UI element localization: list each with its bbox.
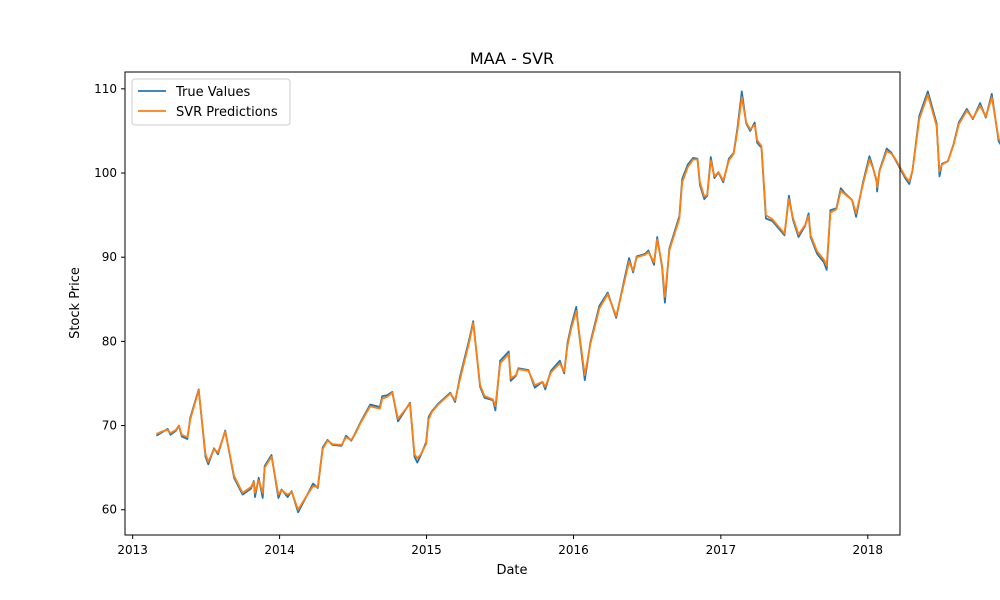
plot-area: [124, 71, 901, 536]
y-axis: 60 70 80 90 100 110: [94, 82, 125, 517]
legend-box: [131, 78, 291, 126]
y-tick-label: 70: [102, 419, 117, 433]
x-tick-label: 2016: [558, 543, 589, 557]
x-tick-label: 2014: [264, 543, 295, 557]
legend: True Values SVR Predictions: [131, 78, 291, 126]
legend-label-true-values: True Values: [175, 85, 250, 100]
series-layer: [155, 90, 1000, 514]
y-tick-label: 100: [94, 166, 117, 180]
y-tick-label: 110: [94, 82, 117, 96]
series-line-svr-predictions: [156, 93, 1000, 511]
x-tick-label: 2018: [853, 543, 884, 557]
x-axis-label: Date: [496, 563, 527, 578]
y-tick-label: 60: [102, 503, 117, 517]
y-axis-label: Stock Price: [68, 267, 83, 339]
y-tick-label: 80: [102, 334, 117, 348]
y-tick-label: 90: [102, 250, 117, 264]
x-axis: 2013 2014 2015 2016 2017 2018: [117, 535, 883, 557]
chart-title: MAA - SVR: [470, 49, 554, 68]
x-tick-label: 2015: [411, 543, 442, 557]
x-tick-label: 2013: [117, 543, 148, 557]
x-tick-label: 2017: [706, 543, 737, 557]
legend-label-svr-predictions: SVR Predictions: [176, 105, 278, 120]
